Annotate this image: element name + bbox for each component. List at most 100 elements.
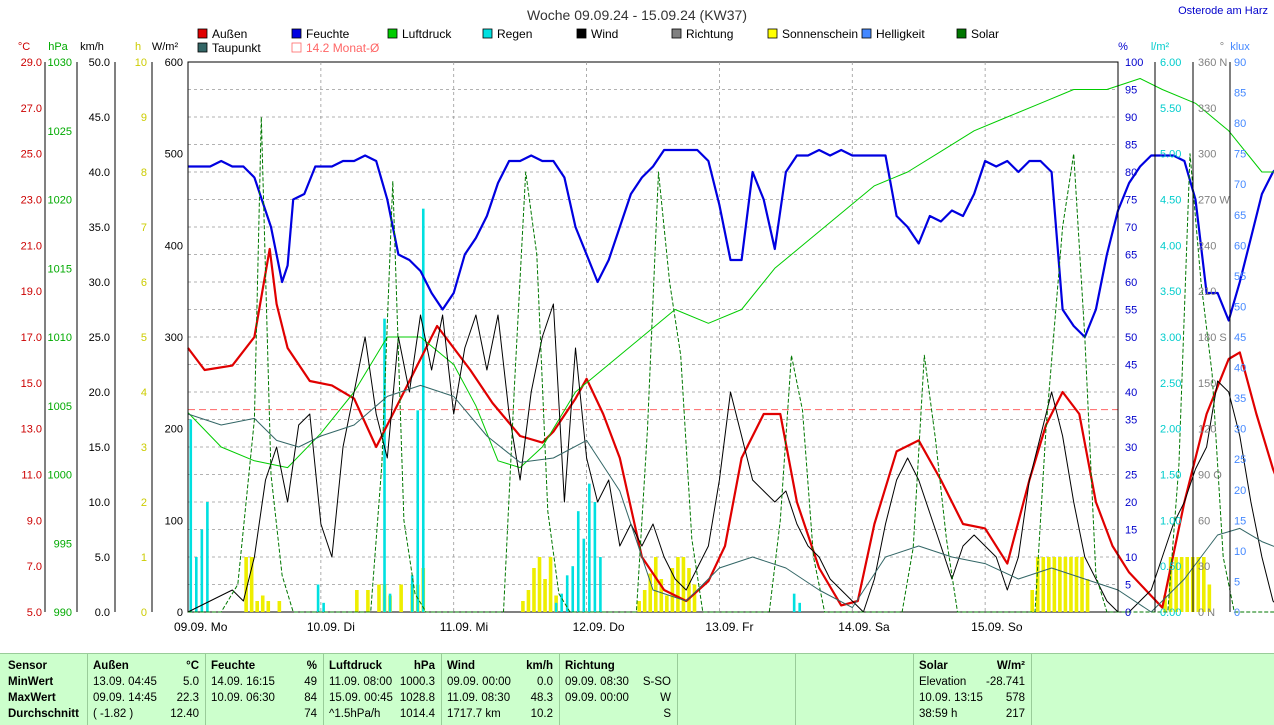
tick-pct: 75 (1125, 195, 1137, 207)
bar-regen (571, 566, 575, 612)
bar-sonnenschein (642, 590, 647, 612)
bar-sonnenschein (681, 557, 686, 612)
tick-deg: 330 (1198, 103, 1216, 115)
tick-hpa: 990 (54, 607, 72, 619)
tick-h: 6 (141, 277, 147, 289)
legend-label: Wind (591, 27, 618, 41)
stats-luftdruck-header: Luftdruck (329, 660, 383, 672)
tick-klux: 20 (1234, 485, 1246, 497)
bar-regen (792, 593, 796, 612)
tick-pct: 65 (1125, 250, 1137, 262)
tick-klux: 35 (1234, 393, 1246, 405)
stats-feuchte-unit: % (306, 660, 317, 672)
stats-feuchte-max: 84 (304, 692, 317, 704)
stats-aussen-min: 5.0 (183, 676, 199, 688)
tick-kmh: 45.0 (89, 112, 110, 124)
legend-label: Solar (971, 27, 999, 41)
legend-swatch (197, 42, 208, 53)
bars (189, 208, 1212, 612)
tick-klux: 40 (1234, 363, 1246, 375)
stats-feuchte-min: 49 (304, 676, 317, 688)
bar-sonnenschein (648, 573, 653, 612)
tick-hpa: 1030 (48, 57, 72, 69)
legend-label: Helligkeit (876, 27, 925, 41)
tick-pct: 30 (1125, 442, 1137, 454)
tick-kmh: 5.0 (95, 552, 110, 564)
tick-klux: 75 (1234, 149, 1246, 161)
bar-regen (588, 483, 591, 612)
bar-regen (593, 502, 597, 612)
tick-pct: 60 (1125, 277, 1137, 289)
bar-regen (599, 557, 602, 612)
stats-luftdruck-max: 1028.8 (399, 692, 435, 704)
bar-sonnenschein (1041, 557, 1046, 612)
bar-sonnenschein (1080, 557, 1084, 612)
axis-unit-kmh: km/h (80, 41, 104, 53)
stats-luftdruck-max-time: 15.09. 00:45 (329, 692, 393, 704)
stats-panel: Sensor MinWert MaxWert Durchschnitt Auße… (0, 653, 1274, 725)
bar-sonnenschein (260, 595, 265, 612)
stats-aussen-header: Außen (93, 660, 129, 672)
stats-wind-max-time: 11.09. 08:30 (447, 692, 511, 704)
bar-sonnenschein (1174, 557, 1178, 612)
tick-klux: 15 (1234, 515, 1246, 527)
bar-sonnenschein (670, 568, 675, 612)
legend-swatch (767, 28, 778, 39)
stats-richtung-min: S-SO (642, 676, 671, 688)
bar-sonnenschein (1069, 557, 1073, 612)
bar-sonnenschein (692, 584, 697, 612)
legend-label: Luftdruck (402, 27, 452, 41)
legend-label: Regen (497, 27, 532, 41)
tick-hpa: 1010 (48, 332, 72, 344)
stats-wind-unit: km/h (526, 660, 553, 672)
bar-sonnenschein (277, 601, 282, 612)
bar-sonnenschein (659, 579, 664, 612)
tick-h: 0 (141, 607, 147, 619)
tick-temp: 19.0 (21, 286, 42, 298)
tick-deg: 240 (1198, 240, 1216, 252)
weather-chart: 09.09. Mo 10.09. Di 11.09. Mi 12.09. Do 13.0… (17, 7, 1274, 634)
stats-luftdruck-trend: ^1.5hPa/h (329, 708, 381, 720)
tick-klux: 30 (1234, 424, 1246, 436)
bar-sonnenschein (637, 601, 641, 612)
stats-aussen-unit: °C (186, 660, 199, 672)
tick-wm2: 600 (165, 57, 183, 69)
bar-sonnenschein (1047, 557, 1051, 612)
series-taupunkt (187, 384, 1274, 613)
tick-wm2: 200 (165, 424, 183, 436)
tick-pct: 55 (1125, 305, 1137, 317)
tick-klux: 0 (1234, 607, 1240, 619)
stats-solar-max: 578 (1005, 692, 1025, 704)
bar-regen (322, 602, 325, 612)
legend-swatch (956, 28, 967, 39)
tick-klux: 5 (1234, 576, 1240, 588)
tick-klux: 45 (1234, 332, 1246, 344)
tick-lm2: 0.00 (1160, 607, 1181, 619)
tick-lm2: 3.00 (1160, 332, 1181, 344)
stats-aussen-col: Außen °C 13.09. 04:45 5.0 09.09. 14:45 22.3… (93, 658, 199, 722)
axis-unit-klux: klux (1230, 41, 1250, 53)
tick-klux: 55 (1234, 271, 1246, 283)
stats-aussen-avg: 12.40 (170, 708, 199, 720)
tick-deg: 210 (1198, 286, 1216, 298)
bar-sonnenschein (653, 557, 658, 612)
bar-regen (565, 575, 569, 612)
bar-sonnenschein (1179, 557, 1184, 612)
tick-kmh: 30.0 (89, 277, 110, 289)
tick-hpa: 1020 (48, 195, 72, 207)
bar-sonnenschein (676, 557, 680, 612)
tick-kmh: 40.0 (89, 167, 110, 179)
bar-regen (554, 602, 558, 612)
tick-hpa: 1000 (48, 470, 72, 482)
tick-temp: 9.0 (27, 515, 42, 527)
tick-klux: 80 (1234, 118, 1246, 130)
tick-wm2: 500 (165, 149, 183, 161)
tick-hpa: 1015 (48, 263, 72, 275)
bar-sonnenschein (399, 584, 403, 612)
bar-sonnenschein (1185, 557, 1189, 612)
tick-kmh: 35.0 (89, 222, 110, 234)
tick-temp: 23.0 (21, 195, 42, 207)
tick-temp: 5.0 (27, 607, 42, 619)
bar-sonnenschein (1074, 557, 1079, 612)
tick-pct: 35 (1125, 415, 1137, 427)
